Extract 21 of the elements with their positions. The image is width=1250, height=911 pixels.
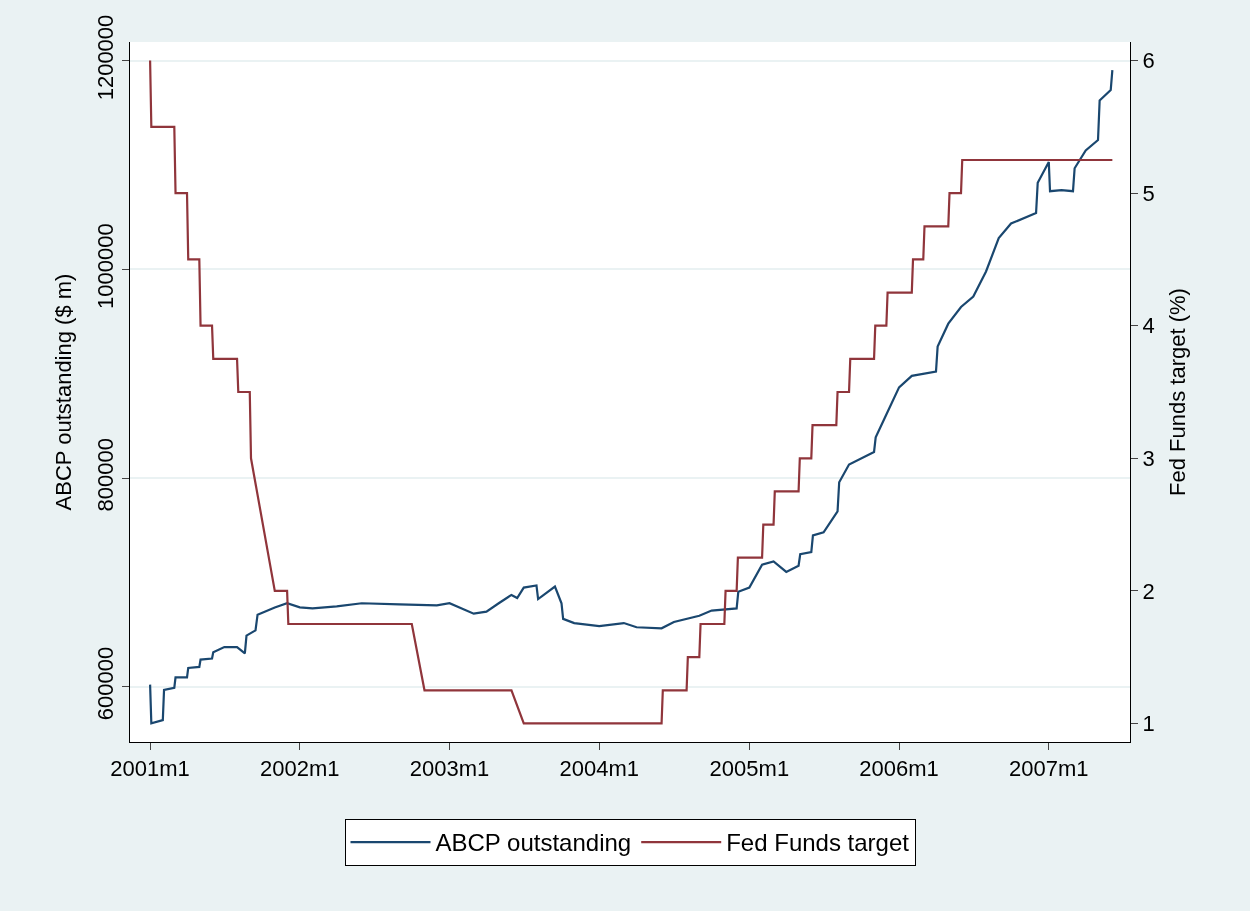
x-tick-label: 2004m1	[559, 756, 639, 782]
legend-label: Fed Funds target	[726, 829, 910, 857]
x-tick-label: 2005m1	[709, 756, 790, 782]
y2-tick-label: 4	[1142, 313, 1155, 339]
y2-tick-label: 5	[1142, 180, 1155, 206]
y-tick-label: 1000000	[93, 223, 119, 309]
x-tick-label: 2007m1	[1009, 756, 1089, 782]
y2-tick-label: 6	[1142, 48, 1155, 74]
y2-tick-label: 3	[1142, 445, 1155, 471]
x-tick-label: 2003m1	[409, 756, 490, 782]
y-tick-label: 800000	[93, 438, 119, 512]
y-tick-label: 1200000	[93, 14, 119, 101]
x-tick-label: 2002m1	[260, 756, 340, 782]
y2-axis-title: Fed Funds target (%)	[1164, 288, 1190, 496]
x-tick-label: 2006m1	[859, 756, 939, 782]
y-tick-label: 600000	[93, 646, 119, 721]
y2-tick-label: 2	[1142, 578, 1155, 604]
legend-label: ABCP outstanding	[435, 829, 632, 857]
y2-tick-label: 1	[1142, 711, 1155, 737]
x-tick-label: 2001m1	[110, 756, 190, 782]
y-axis-title: ABCP outstanding ($ m)	[51, 273, 76, 511]
